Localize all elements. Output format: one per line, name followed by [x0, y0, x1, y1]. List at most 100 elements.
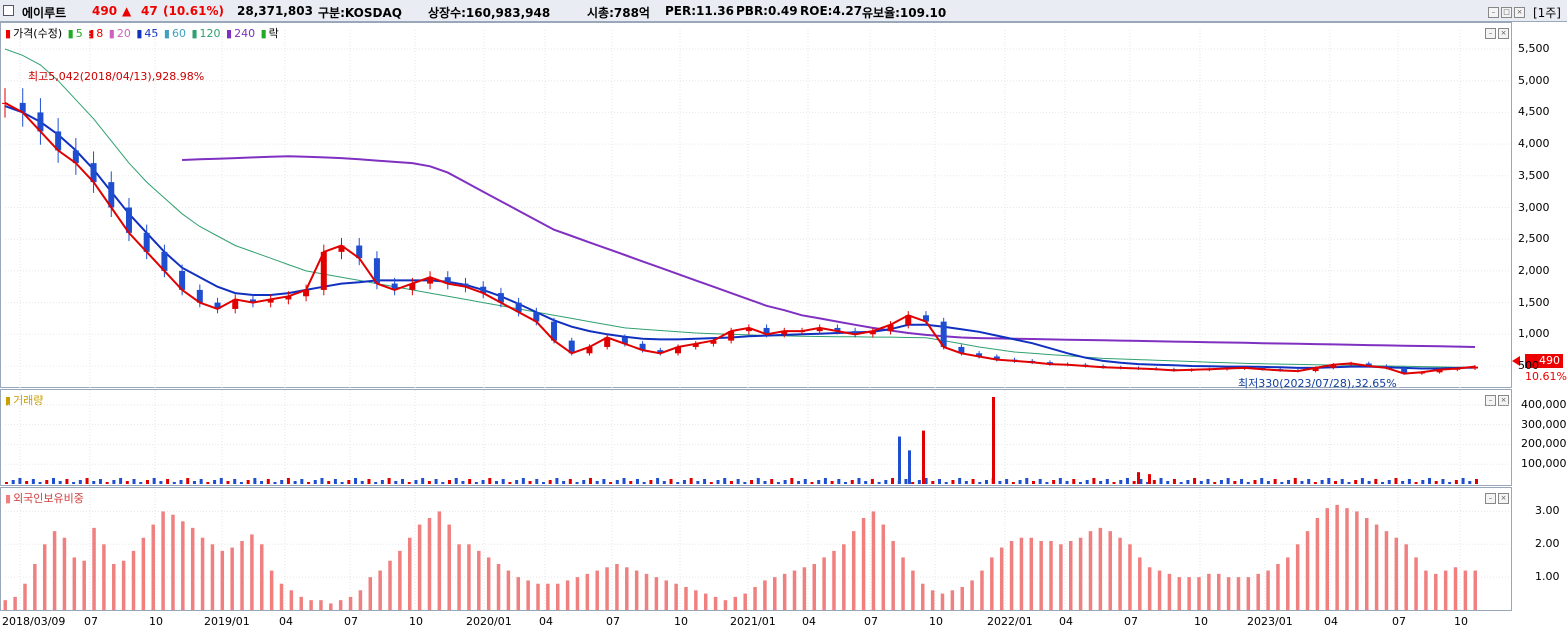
- foreign-bar: [1295, 544, 1300, 610]
- volume-bar: [615, 480, 619, 484]
- volume-bar: [233, 479, 237, 484]
- volume-bar: [602, 479, 606, 484]
- volume-minimize-icon[interactable]: –: [1485, 395, 1496, 406]
- volume-bar: [1038, 479, 1042, 484]
- foreign-bar: [911, 570, 915, 610]
- volume-bar: [313, 480, 317, 484]
- minimize-icon[interactable]: –: [1488, 7, 1499, 18]
- volume-spike-bar: [898, 436, 901, 484]
- candle-body: [1330, 364, 1337, 368]
- foreign-bar: [555, 583, 560, 610]
- foreign-bar: [1286, 557, 1290, 610]
- maximize-icon[interactable]: □: [1501, 7, 1512, 18]
- foreign-tick-label: 3.00: [1535, 504, 1560, 518]
- foreign-bar: [842, 544, 846, 610]
- foreign-bar: [1147, 567, 1152, 610]
- volume-bar: [1219, 480, 1223, 484]
- foreign-bar: [467, 544, 471, 610]
- foreign-bar: [279, 583, 284, 610]
- price-tick-label: 3,500: [1518, 168, 1550, 182]
- foreign-bar: [1335, 504, 1339, 610]
- foreign-bar: [1039, 541, 1043, 610]
- volume-bar: [689, 478, 693, 484]
- foreign-bar: [832, 550, 836, 610]
- volume-bar: [253, 478, 257, 484]
- foreign-bar: [1098, 527, 1103, 610]
- foreign-bar: [190, 527, 195, 610]
- foreign-bar: [72, 557, 77, 610]
- candle-body: [604, 337, 611, 347]
- volume-bar: [468, 479, 472, 484]
- volume-bar: [461, 481, 465, 484]
- foreign-bar: [1256, 573, 1260, 610]
- legend-volume: 거래량: [13, 394, 44, 407]
- panel-minimize-icon[interactable]: –: [1485, 28, 1496, 39]
- volume-bar: [1206, 479, 1210, 484]
- unit-label[interactable]: [1주]: [1532, 6, 1561, 20]
- foreign-bar: [891, 541, 895, 610]
- legend-ma20: 20: [116, 27, 131, 40]
- volume-bar: [1092, 478, 1096, 484]
- foreign-bar: [23, 583, 27, 610]
- foreign-bar: [674, 583, 678, 610]
- volume-bar: [803, 479, 807, 484]
- close-icon[interactable]: ×: [1514, 7, 1525, 18]
- volume-bar: [1327, 478, 1331, 484]
- foreign-bar: [970, 580, 974, 610]
- volume-bar: [166, 479, 170, 484]
- foreign-bar: [575, 577, 580, 610]
- foreign-bar: [1384, 531, 1389, 610]
- foreign-bar: [1207, 573, 1211, 610]
- candle-body: [108, 182, 115, 208]
- volume-bar: [125, 481, 129, 484]
- price-panel[interactable]: ▮ 가격(수정) ▮ 5 ▮ 8 ▮ 20 ▮ 45 ▮ 60 ▮ 120 ▮ 240 ▮ 락 –…: [0, 22, 1512, 388]
- foreign-bar: [1118, 537, 1122, 610]
- candle-body: [55, 131, 62, 151]
- foreign-bar: [427, 518, 432, 610]
- volume-bar: [199, 479, 203, 484]
- foreign-bar: [200, 537, 205, 610]
- volume-bar: [347, 480, 351, 484]
- volume-bar: [25, 481, 29, 484]
- volume-bar: [562, 481, 566, 484]
- foreign-bar: [309, 600, 313, 610]
- volume-bar: [568, 479, 572, 484]
- volume-bar: [1072, 479, 1076, 484]
- foreign-bar: [861, 518, 866, 610]
- foreign-bar: [457, 544, 461, 610]
- foreign-close-icon[interactable]: ×: [1498, 493, 1509, 504]
- price-tick-label: 1,500: [1518, 295, 1550, 309]
- volume-bar: [1454, 480, 1458, 484]
- volume-bar: [354, 478, 358, 484]
- candle-body: [303, 289, 310, 297]
- foreign-minimize-icon[interactable]: –: [1485, 493, 1496, 504]
- candle-body: [480, 286, 487, 294]
- panel-close-icon[interactable]: ×: [1498, 28, 1509, 39]
- candle-body: [905, 315, 912, 325]
- volume-bar: [998, 481, 1002, 484]
- select-checkbox[interactable]: [3, 5, 14, 16]
- x-tick-label: 04: [279, 615, 293, 628]
- foreign-tick-label: 1.00: [1535, 570, 1560, 584]
- candle-body: [887, 324, 894, 332]
- foreign-bar: [871, 511, 876, 610]
- foreign-bar: [220, 550, 225, 610]
- volume-bar: [1253, 480, 1257, 484]
- x-tick-label: 10: [1194, 615, 1208, 628]
- ma45-line: [4, 105, 1476, 370]
- volume-bar: [844, 482, 848, 484]
- volume-close-icon[interactable]: ×: [1498, 395, 1509, 406]
- foreign-bar: [398, 550, 402, 610]
- foreign-bar: [1315, 518, 1320, 610]
- price-change: 47: [141, 4, 158, 18]
- candle-body: [444, 277, 451, 284]
- foreign-bar: [1246, 577, 1251, 610]
- x-tick-label: 07: [84, 615, 98, 628]
- foreign-bar: [1305, 531, 1310, 610]
- foreign-bar: [1088, 531, 1093, 610]
- volume-bar: [1240, 479, 1244, 484]
- foreign-bar: [486, 557, 491, 610]
- volume-bar: [1005, 479, 1009, 484]
- foreign-bar: [33, 564, 37, 610]
- price-tick-label: 5,000: [1518, 73, 1550, 87]
